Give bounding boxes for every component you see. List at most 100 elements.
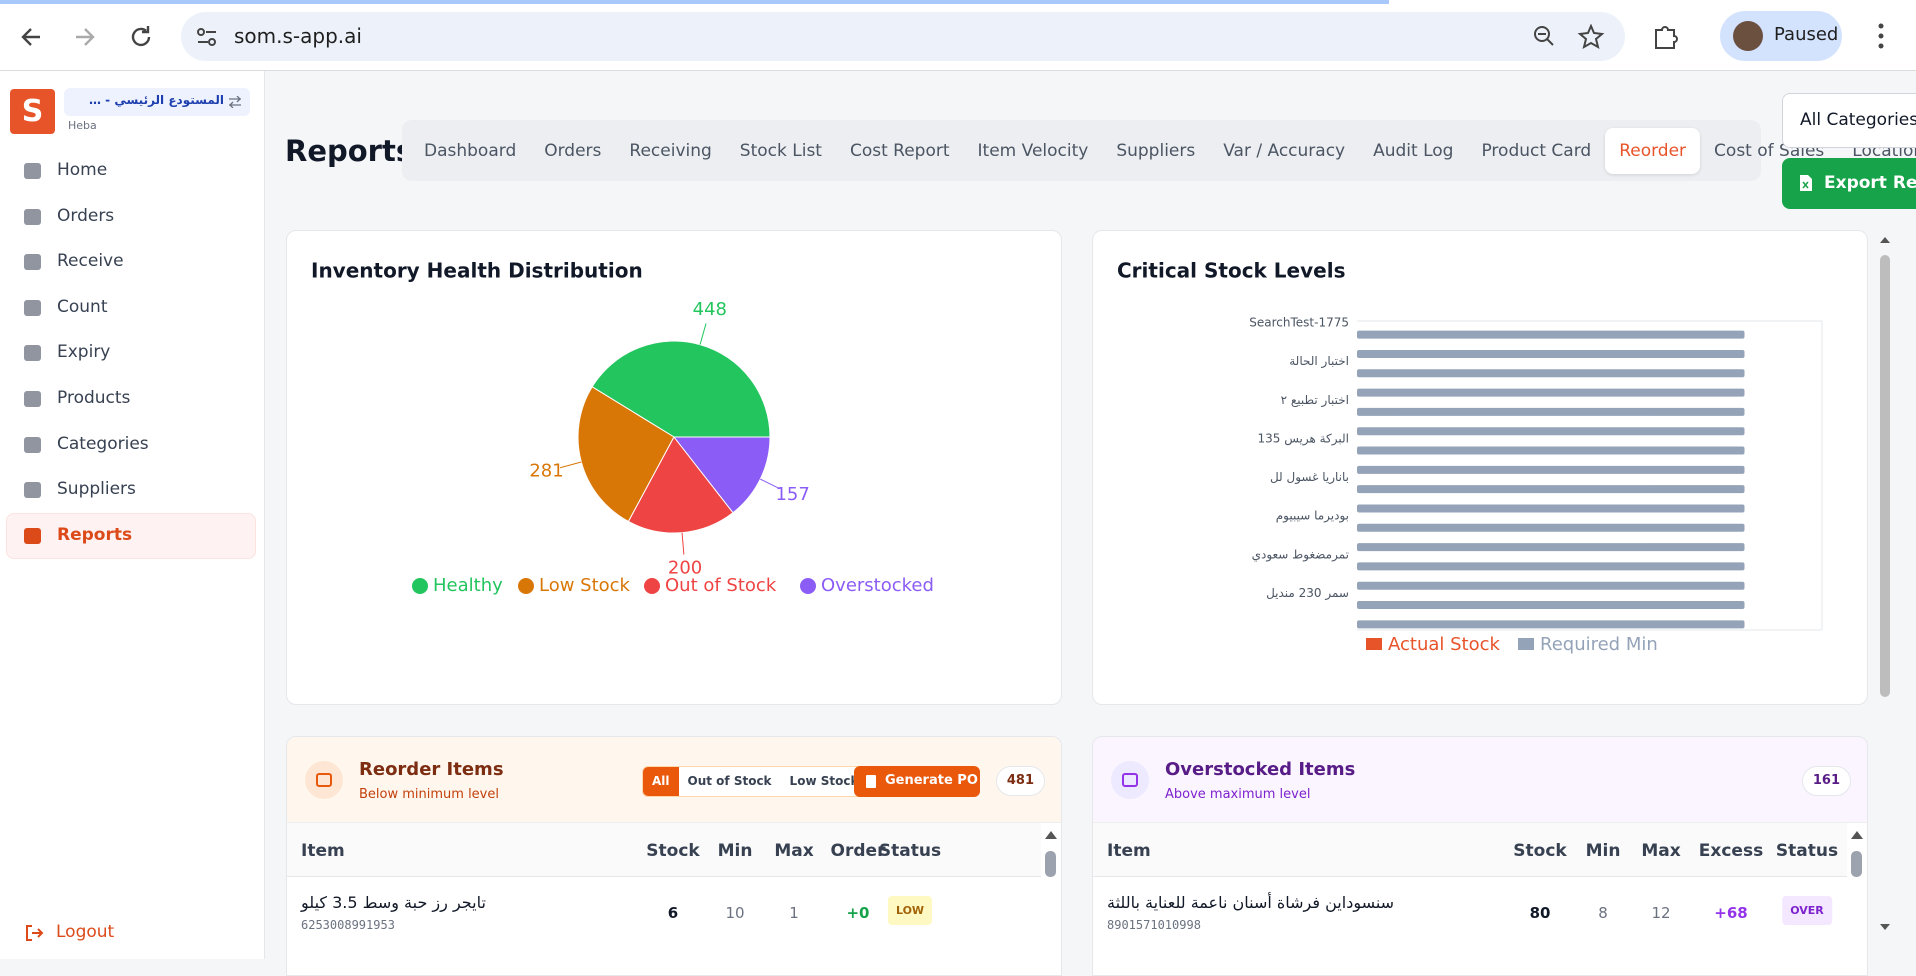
- generate-po-icon: [866, 775, 876, 788]
- legend-label: Overstocked: [821, 575, 934, 596]
- menu-item[interactable]: Count: [57, 296, 108, 317]
- category-filter[interactable]: All Categories: [1782, 93, 1916, 148]
- card-icon: [305, 761, 343, 799]
- menu-item[interactable]: Receive: [57, 251, 124, 272]
- report-tab[interactable]: Audit Log: [1373, 140, 1454, 161]
- card-title: Overstocked Items: [1165, 759, 1356, 780]
- report-tab[interactable]: Orders: [544, 140, 602, 161]
- chart-title: Inventory Health Distribution: [311, 259, 643, 283]
- bar: [1357, 523, 1745, 532]
- report-tab[interactable]: Var / Accuracy: [1223, 140, 1346, 161]
- count-badge: 161: [1801, 766, 1851, 796]
- column-header: Order: [830, 841, 886, 861]
- legend-swatch: [800, 578, 816, 594]
- profile-button[interactable]: Paused: [1720, 11, 1842, 61]
- item-name: سنسوداين فرشاة أسنان ناعمة للعناية باللث…: [1107, 893, 1395, 912]
- menu-item[interactable]: Categories: [57, 433, 149, 454]
- warehouse-name[interactable]: المستودع الرئيسي - عمان: [88, 93, 224, 107]
- export-button[interactable]: Export Report: [1782, 158, 1916, 209]
- reorder-card: Reorder Items Below minimum level All Out o…: [286, 736, 1062, 976]
- value-label: 448: [693, 299, 727, 320]
- status-badge: OVER: [1782, 896, 1832, 925]
- address-bar[interactable]: som.s-app.ai: [181, 12, 1625, 61]
- y-tick-label: تمرمضغوط سعودي: [1252, 547, 1349, 562]
- column-header: Stock: [646, 841, 700, 861]
- y-tick-label: بوديرما سيبيوم: [1276, 509, 1349, 524]
- leader-line: [681, 532, 685, 555]
- page-scrollbar[interactable]: [1878, 230, 1892, 959]
- url[interactable]: som.s-app.ai: [234, 24, 362, 48]
- browser-menu[interactable]: [1876, 22, 1886, 50]
- logo[interactable]: S: [10, 89, 55, 134]
- bar: [1357, 330, 1745, 339]
- column-header: Item: [1107, 841, 1151, 861]
- user-name: Heba: [68, 119, 97, 132]
- menu-item[interactable]: Expiry: [57, 342, 111, 363]
- leader-line: [699, 323, 707, 345]
- bar: [1357, 407, 1745, 416]
- scroll-down[interactable]: [1878, 922, 1892, 932]
- scroll-thumb[interactable]: [1880, 255, 1890, 697]
- browser-bar: som.s-app.ai Paused: [0, 0, 1916, 71]
- column-header: Stock: [1513, 841, 1567, 861]
- menu-icon: [24, 254, 41, 271]
- excel-icon: [1800, 175, 1812, 191]
- card-header: Overstocked Items Above maximum level 161: [1093, 737, 1867, 823]
- table-scroll-thumb[interactable]: [1045, 851, 1056, 877]
- report-tab[interactable]: Reorder: [1605, 127, 1701, 174]
- menu-item[interactable]: Reports: [57, 524, 133, 545]
- bar: [1357, 562, 1745, 571]
- card-title: Reorder Items: [359, 759, 504, 780]
- column-header: Status: [1775, 841, 1839, 861]
- bar: [1357, 388, 1745, 397]
- bar: [1357, 601, 1745, 610]
- report-tab[interactable]: Cost Report: [849, 140, 950, 161]
- table-scroll-thumb[interactable]: [1851, 851, 1862, 877]
- report-tab[interactable]: Dashboard: [424, 140, 517, 161]
- address-icons[interactable]: [1531, 24, 1611, 50]
- table-cell: 80: [1529, 904, 1551, 922]
- switch-icon: [229, 96, 241, 108]
- card-subtitle: Below minimum level: [359, 787, 499, 802]
- value-label: 281: [529, 460, 563, 481]
- avatar: [1733, 21, 1763, 51]
- legend-label: Healthy: [433, 575, 503, 596]
- bar: [1357, 485, 1745, 494]
- extensions-icon[interactable]: [1652, 24, 1680, 50]
- site-info-icon[interactable]: [195, 26, 219, 48]
- table-cell: 8: [1598, 904, 1608, 922]
- filter-button[interactable]: All: [643, 767, 679, 796]
- warehouse-switch[interactable]: المستودع الرئيسي - عمان: [64, 88, 250, 116]
- report-tab[interactable]: Suppliers: [1116, 140, 1196, 161]
- report-tab[interactable]: Product Card: [1481, 140, 1592, 161]
- filter-button[interactable]: Out of Stock: [678, 767, 781, 796]
- generate-po-text[interactable]: Generate PO: [885, 773, 978, 788]
- card-icon: [1111, 761, 1149, 799]
- export-button-text[interactable]: Export Report: [1824, 173, 1916, 193]
- legend-swatch: [412, 578, 428, 594]
- count-badge: 481: [995, 766, 1045, 796]
- logout[interactable]: Logout: [56, 922, 115, 942]
- menu-item[interactable]: Orders: [57, 205, 115, 226]
- report-tab[interactable]: Stock List: [739, 140, 822, 161]
- bar: [1357, 349, 1745, 358]
- scroll-up[interactable]: [1878, 235, 1892, 245]
- status-badge: LOW: [887, 896, 933, 925]
- category-filter-text[interactable]: All Categories: [1800, 110, 1916, 130]
- report-tab[interactable]: Item Velocity: [977, 140, 1089, 161]
- nav-buttons[interactable]: [18, 22, 168, 52]
- report-tab[interactable]: Receiving: [629, 140, 712, 161]
- menu-item[interactable]: Products: [57, 388, 131, 408]
- bar-chart: Critical Stock Levels SearchTest-1775 اختب…: [1117, 259, 1823, 655]
- leader-line: [760, 478, 781, 490]
- generate-po-button[interactable]: Generate PO: [854, 766, 980, 797]
- bar: [1357, 543, 1745, 552]
- menu-item[interactable]: Home: [57, 160, 108, 180]
- filter-button[interactable]: Low Stock: [780, 767, 868, 796]
- table-scroll-up[interactable]: [1045, 831, 1057, 839]
- table-scroll-up[interactable]: [1851, 831, 1863, 839]
- overstocked-card: Overstocked Items Above maximum level 161 I…: [1092, 736, 1868, 976]
- menu-item[interactable]: Suppliers: [57, 479, 136, 500]
- table-cell: 1: [789, 904, 799, 922]
- y-tick-label: SearchTest-1775: [1249, 316, 1349, 330]
